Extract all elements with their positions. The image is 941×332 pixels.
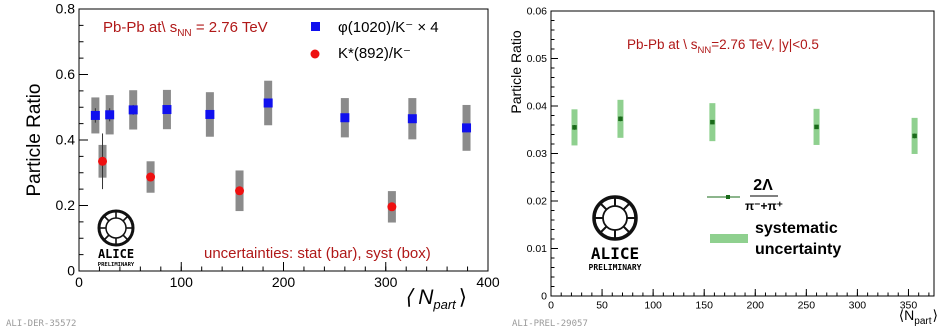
left-x-axis-label: ⟨ Npart ⟩ [404,286,467,312]
svg-text:ALICE: ALICE [591,244,639,263]
right-axis-ticks: 0 50 100 150 200 250 300 350 0 0.01 0.02 0.03 0.04 0.… [527,6,930,312]
svg-text:PRELIMINARY: PRELIMINARY [98,262,135,268]
x-tick-label: 200 [747,300,765,312]
data-point-circle [98,156,108,166]
legend-phi-label: φ(1020)/K⁻ × 4 [338,19,439,36]
x-tick-label: 250 [798,300,816,312]
x-tick-label: 100 [170,274,194,290]
left-y-axis-label: Particle Ratio [24,84,45,197]
y-tick-label: 0.8 [56,1,76,17]
data-point-circle [146,172,156,182]
right-legend: 2Λ π⁻+π⁺ systematic uncertainty [707,177,841,258]
x-tick-label: 200 [272,274,296,290]
data-point-square [205,109,215,119]
left-panel: 0 100 200 300 400 0 0.2 0.4 0.6 0.8 Particle Rati… [6,1,500,329]
data-point-square [462,123,472,133]
svg-text:PRELIMINARY: PRELIMINARY [589,263,642,272]
right-syst-boxes [571,99,918,154]
legend-syst-label-1: systematic [755,220,838,237]
data-point-square [572,125,577,130]
y-tick-label: 0.2 [56,197,76,213]
y-tick-label: 0.04 [527,101,548,113]
legend-lambda-marker [726,195,730,199]
svg-text:ALICE: ALICE [98,247,134,261]
right-stat-bars [573,116,916,139]
x-tick-label: 300 [849,300,867,312]
legend-kstar-marker [310,49,320,59]
right-y-axis-label: Particle Ratio [508,30,524,113]
right-watermark: ALI-PREL-29057 [512,319,588,329]
data-point-square [618,116,623,122]
y-tick-label: 0 [67,263,75,279]
right-x-axis-label: ⟨Npart⟩ [899,307,938,327]
legend-ratio-numerator: 2Λ [753,177,773,194]
legend-syst-label-2: uncertainty [755,241,841,258]
y-tick-label: 0.03 [527,148,548,160]
x-tick-label: 100 [644,300,662,312]
left-syst-boxes [91,80,471,223]
y-tick-label: 0.02 [527,196,548,208]
data-point-circle [235,186,245,196]
x-tick-label: 50 [596,300,608,312]
y-tick-label: 0.01 [527,243,548,255]
legend-ratio-denominator: π⁻+π⁺ [745,199,783,213]
data-point-square [105,110,115,120]
x-tick-label: 150 [695,300,713,312]
legend-kstar-label: K*(892)/K⁻ [338,45,411,62]
data-point-square [90,110,100,120]
left-plot-frame [78,8,489,272]
x-tick-label: 0 [548,300,554,312]
right-markers [572,116,917,139]
right-annotation: Pb-Pb at \ sNN=2.76 TeV, |y|<0.5 [627,37,819,56]
data-point-square [162,105,172,115]
alice-logo-left: ALICE PRELIMINARY [97,209,135,268]
y-tick-label: 0 [541,291,547,303]
x-tick-label: 0 [75,274,83,290]
data-point-square [340,113,350,123]
data-point-square [710,119,715,125]
left-axis-ticks: 0 100 200 300 400 0 0.2 0.4 0.6 0.8 [56,1,500,290]
data-point-square [912,133,917,139]
x-tick-label: 350 [900,300,918,312]
left-watermark: ALI-DER-35572 [6,319,76,329]
legend-syst-swatch [710,234,748,243]
data-point-square [814,124,819,130]
y-tick-label: 0.05 [527,53,548,65]
data-point-square [407,114,417,124]
left-footer-note: uncertainties: stat (bar), syst (box) [204,245,431,262]
data-point-square [128,105,138,115]
alice-logo-right: ALICE PRELIMINARY [589,195,642,272]
legend-phi-marker [311,22,320,31]
left-markers [90,98,472,212]
y-tick-label: 0.06 [527,6,548,18]
right-panel: 0 50 100 150 200 250 300 350 0 0.01 0.02 0.03 0.04 0.… [508,6,938,330]
left-annotation: Pb-Pb at\ sNN = 2.76 TeV [103,19,268,39]
x-tick-label: 300 [374,274,398,290]
x-tick-label: 400 [476,274,500,290]
y-tick-label: 0.4 [56,132,76,148]
y-tick-label: 0.6 [56,66,76,82]
data-point-square [263,98,273,108]
data-point-circle [387,202,397,212]
